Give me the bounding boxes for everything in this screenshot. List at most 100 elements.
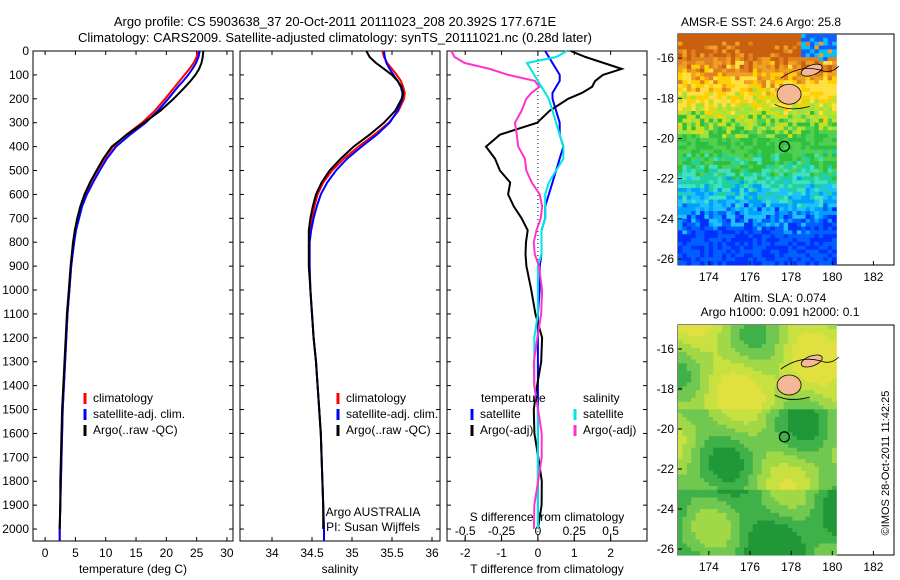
- heatmap-cell: [730, 253, 736, 258]
- heatmap-cell: [726, 394, 732, 399]
- heatmap-cell: [814, 57, 820, 62]
- heatmap-cell: [818, 53, 824, 58]
- heatmap-cell: [695, 80, 701, 85]
- heatmap-cell: [726, 145, 732, 150]
- heatmap-cell: [700, 257, 705, 262]
- heatmap-cell: [823, 118, 828, 123]
- heatmap-cell: [708, 340, 714, 345]
- heatmap-cell: [752, 489, 758, 495]
- heatmap-cell: [722, 413, 727, 418]
- heatmap-cell: [739, 149, 745, 154]
- heatmap-cell: [678, 68, 683, 73]
- heatmap-cell: [686, 470, 692, 475]
- heatmap-cell: [682, 114, 688, 120]
- heatmap-cell: [735, 532, 740, 537]
- heatmap-cell: [682, 512, 688, 518]
- heatmap-cell: [726, 551, 732, 556]
- heatmap-cell: [722, 176, 727, 181]
- heatmap-cell: [792, 344, 798, 349]
- heatmap-cell: [678, 141, 683, 147]
- heatmap-cell: [695, 199, 701, 204]
- heatmap-cell: [792, 60, 798, 66]
- heatmap-cell: [752, 87, 758, 93]
- heatmap-cell: [722, 520, 727, 525]
- heatmap-cell: [770, 68, 776, 73]
- heatmap-cell: [678, 234, 683, 239]
- heatmap-cell: [695, 401, 701, 406]
- heatmap-cell: [761, 34, 767, 39]
- heatmap-cell: [788, 80, 793, 85]
- heatmap-cell: [695, 551, 701, 556]
- heatmap-cell: [682, 37, 688, 43]
- heatmap-cell: [713, 226, 718, 231]
- heatmap-cell: [704, 520, 710, 525]
- heatmap-cell: [713, 218, 718, 224]
- heatmap-cell: [770, 401, 776, 406]
- heatmap-cell: [713, 122, 718, 127]
- heatmap-cell: [832, 401, 837, 406]
- heatmap-cell: [810, 126, 815, 131]
- heatmap-cell: [726, 486, 732, 491]
- heatmap-cell: [788, 489, 793, 495]
- heatmap-cell: [814, 176, 820, 181]
- heatmap-cell: [796, 428, 802, 433]
- heatmap-cell: [695, 474, 701, 479]
- heatmap-cell: [695, 394, 701, 399]
- heatmap-cell: [708, 551, 714, 556]
- heatmap-cell: [766, 470, 771, 475]
- heatmap-cell: [678, 126, 683, 131]
- heatmap-cell: [832, 340, 837, 345]
- heatmap-cell: [708, 505, 714, 510]
- heatmap-cell: [779, 80, 784, 85]
- heatmap-cell: [691, 245, 696, 250]
- heatmap-cell: [823, 371, 828, 376]
- heatmap-cell: [713, 45, 718, 50]
- heatmap-cell: [739, 447, 745, 452]
- heatmap-cell: [757, 474, 762, 479]
- heatmap-cell: [796, 80, 802, 85]
- heatmap-cell: [735, 474, 740, 479]
- heatmap-cell: [796, 363, 802, 368]
- heatmap-cell: [823, 493, 828, 498]
- heatmap-cell: [788, 493, 793, 498]
- heatmap-cell: [823, 424, 828, 429]
- heatmap-cell: [717, 126, 723, 131]
- heatmap-cell: [704, 134, 710, 139]
- heatmap-cell: [739, 41, 745, 46]
- heatmap-cell: [722, 114, 727, 120]
- heatmap-cell: [744, 218, 749, 224]
- heatmap-cell: [774, 355, 780, 360]
- heatmap-cell: [810, 207, 815, 212]
- heatmap-cell: [730, 486, 736, 491]
- heatmap-cell: [700, 374, 705, 380]
- heatmap-cell: [774, 122, 780, 127]
- heatmap-cell: [783, 417, 789, 422]
- heatmap-cell: [752, 363, 758, 368]
- heatmap-cell: [691, 80, 696, 85]
- heatmap-cell: [770, 543, 776, 548]
- heatmap-cell: [735, 413, 740, 418]
- heatmap-cell: [722, 509, 727, 514]
- heatmap-cell: [805, 512, 811, 518]
- heatmap-cell: [744, 72, 749, 77]
- heatmap-cell: [827, 107, 833, 112]
- heatmap-cell: [783, 359, 789, 364]
- heatmap-cell: [686, 257, 692, 262]
- heatmap-cell: [708, 145, 714, 150]
- heatmap-cell: [783, 351, 789, 357]
- heatmap-cell: [682, 340, 688, 345]
- heatmap-cell: [818, 328, 824, 334]
- heatmap-cell: [761, 336, 767, 341]
- heatmap-cell: [788, 157, 793, 162]
- heatmap-cell: [827, 420, 833, 426]
- heatmap-cell: [691, 440, 696, 445]
- heatmap-cell: [748, 551, 754, 556]
- heatmap-cell: [748, 218, 754, 224]
- heatmap-cell: [722, 164, 727, 170]
- heatmap-cell: [766, 397, 771, 403]
- heatmap-cell: [796, 493, 802, 498]
- heatmap-cell: [726, 547, 732, 552]
- heatmap-cell: [744, 374, 749, 380]
- heatmap-cell: [739, 37, 745, 43]
- heatmap-cell: [818, 451, 824, 456]
